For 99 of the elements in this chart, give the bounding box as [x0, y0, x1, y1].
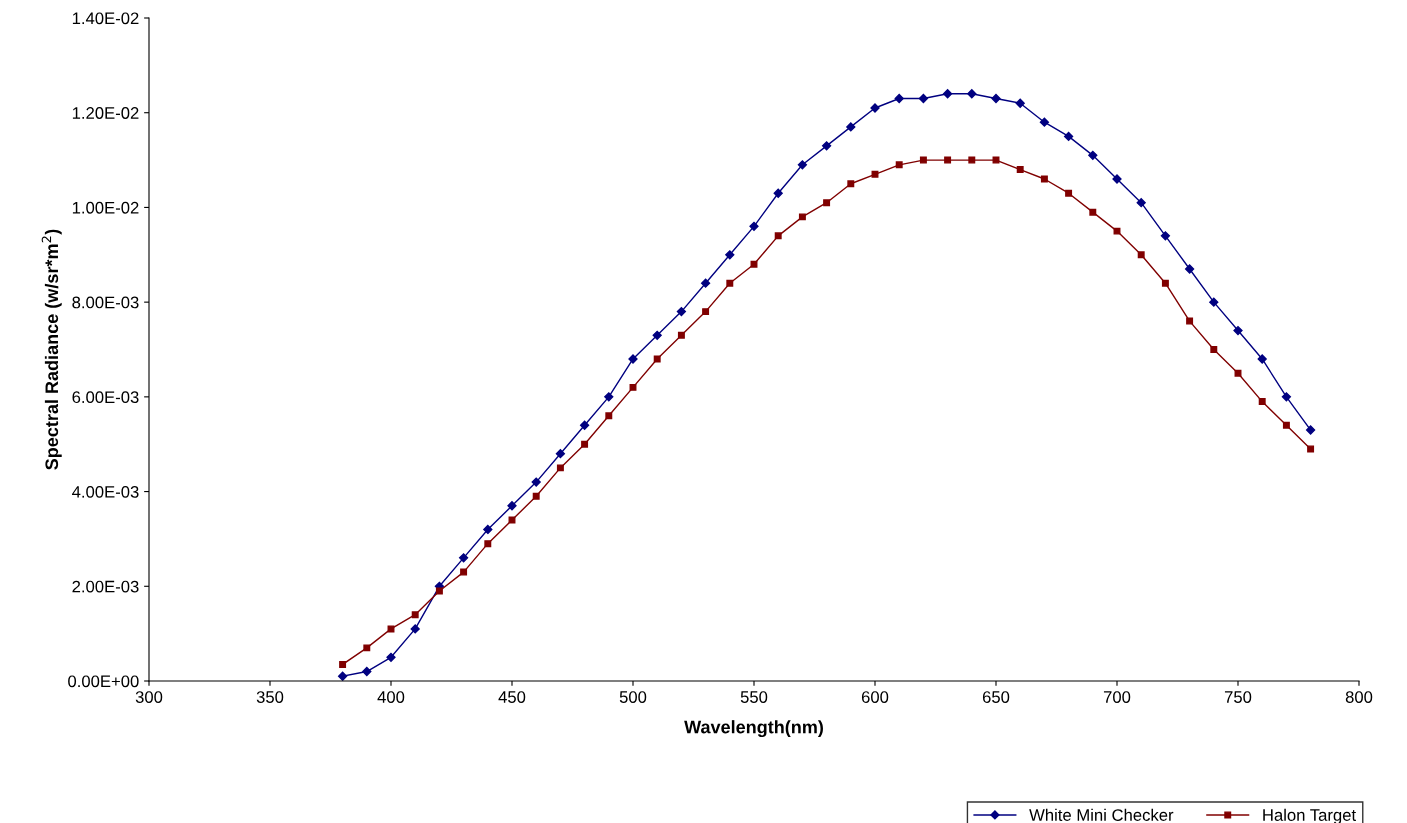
- point: [1089, 208, 1097, 216]
- point: [1113, 227, 1121, 235]
- y-tick-label: 1.40E-02: [72, 12, 139, 25]
- y-tick-label: 0.00E+00: [68, 675, 139, 688]
- point: [460, 568, 468, 576]
- point: [605, 412, 613, 420]
- point: [894, 93, 904, 104]
- x-tick-label: 650: [982, 691, 1010, 703]
- y-axis-title: Spectral Radiance (w/sr*m$^{2}$): [41, 229, 62, 470]
- point: [823, 199, 831, 207]
- point: [1137, 251, 1145, 259]
- point: [629, 383, 637, 391]
- x-tick-label: 300: [135, 691, 163, 703]
- point: [991, 93, 1001, 104]
- point: [944, 156, 952, 164]
- point: [1063, 131, 1074, 142]
- x-tick-label: 600: [861, 691, 889, 703]
- point: [1257, 354, 1267, 364]
- y-tick-label: 4.00E-03: [72, 485, 139, 498]
- x-tick-label: 450: [498, 691, 526, 703]
- point: [581, 440, 589, 448]
- point: [363, 644, 371, 652]
- point: [1186, 317, 1194, 325]
- point: [1015, 98, 1025, 108]
- point: [1039, 117, 1050, 127]
- point: [1234, 369, 1242, 377]
- x-tick-label: 550: [740, 691, 768, 703]
- point: [992, 156, 1000, 164]
- legend-label: White Mini Checker: [1029, 808, 1174, 821]
- point: [435, 587, 443, 595]
- point: [1184, 264, 1195, 274]
- point: [483, 524, 493, 535]
- point: [556, 464, 564, 472]
- point: [1209, 297, 1219, 307]
- point: [1305, 425, 1316, 435]
- point: [702, 308, 710, 316]
- point: [362, 666, 372, 677]
- x-tick-label: 400: [377, 691, 405, 703]
- x-tick-label: 750: [1224, 691, 1252, 703]
- y-tick-label: 1.00E-02: [72, 201, 139, 214]
- point: [1210, 346, 1218, 353]
- y-tick-label: 1.20E-02: [72, 107, 139, 119]
- x-axis-title: Wavelength(nm): [684, 720, 823, 738]
- point: [750, 260, 758, 268]
- point: [968, 156, 976, 164]
- point: [773, 188, 783, 198]
- point: [725, 250, 735, 260]
- x-tick-label: 350: [256, 691, 284, 703]
- point: [821, 141, 832, 151]
- point: [1160, 231, 1171, 241]
- point: [677, 331, 685, 339]
- point: [726, 279, 734, 287]
- point: [700, 278, 711, 288]
- point: [1258, 398, 1266, 406]
- point: [532, 492, 540, 500]
- point: [967, 89, 977, 99]
- point: [774, 232, 782, 240]
- x-tick-label: 800: [1345, 691, 1373, 703]
- point: [507, 501, 517, 511]
- point: [458, 553, 469, 563]
- point: [1233, 325, 1243, 336]
- point: [798, 213, 806, 221]
- point: [871, 170, 879, 178]
- point: [531, 477, 541, 487]
- point: [1161, 279, 1169, 287]
- point: [847, 180, 855, 188]
- point: [1307, 445, 1315, 453]
- point: [919, 156, 927, 164]
- point: [555, 449, 566, 459]
- point: [918, 93, 929, 104]
- point: [749, 221, 759, 231]
- point: [386, 652, 396, 662]
- point: [676, 306, 687, 317]
- point: [337, 671, 348, 681]
- point: [604, 392, 614, 402]
- point: [339, 660, 347, 668]
- point: [1136, 198, 1146, 208]
- y-tick-label: 8.00E-03: [72, 296, 139, 309]
- point: [895, 161, 903, 169]
- point: [1065, 189, 1073, 197]
- point: [1282, 421, 1290, 429]
- point: [1040, 175, 1048, 183]
- y-tick-label: 6.00E-03: [72, 391, 139, 404]
- point: [942, 89, 953, 99]
- point: [484, 540, 492, 548]
- point: [846, 122, 856, 132]
- point: [579, 420, 590, 430]
- x-tick-label: 700: [1103, 691, 1131, 703]
- point: [1088, 150, 1098, 160]
- y-tick-label: 2.00E-03: [72, 580, 139, 593]
- point: [797, 160, 808, 170]
- point: [652, 330, 662, 340]
- point: [653, 355, 661, 363]
- x-tick-label: 500: [619, 691, 647, 703]
- point: [1016, 166, 1024, 174]
- point: [387, 625, 395, 633]
- point: [411, 611, 419, 619]
- point: [410, 624, 420, 634]
- point: [1281, 392, 1292, 402]
